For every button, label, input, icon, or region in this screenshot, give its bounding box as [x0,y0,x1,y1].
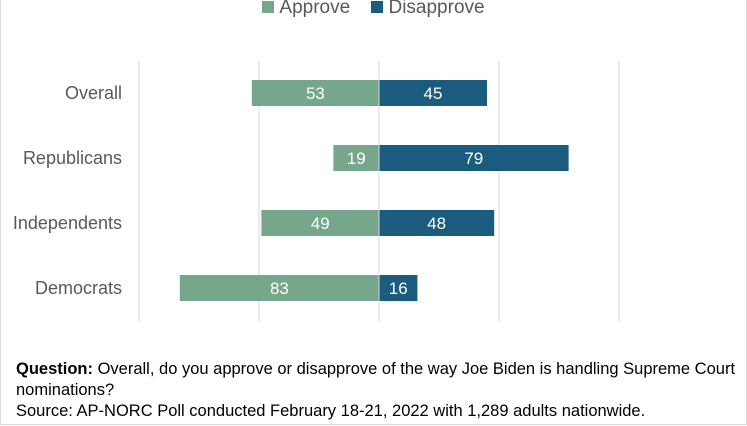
category-label: Independents [13,213,122,233]
approve-data-label: 19 [347,149,366,168]
disapprove-data-label: 45 [424,84,443,103]
question-text: Question: Overall, do you approve or dis… [16,359,736,401]
disapprove-bar [379,80,487,106]
category-label: Overall [65,83,122,103]
category-label: Democrats [35,278,122,298]
legend-item-disapprove: Disapprove [371,0,485,19]
disapprove-data-label: 16 [389,279,408,298]
disapprove-bar [379,145,569,171]
approve-bar [261,210,379,236]
approve-bar [333,145,379,171]
disapprove-bar [379,275,418,301]
legend-item-approve: Approve [262,0,350,19]
diverging-bar-chart: Overall 53 45 Republicans 19 79 Independents 49… [13,61,620,322]
approve-data-label: 83 [270,279,289,298]
legend-swatch-approve [262,1,275,13]
approve-bar [251,80,379,106]
disapprove-data-label: 48 [427,214,446,233]
legend-label-approve: Approve [279,0,351,18]
source-text: Source: AP-NORC Poll conducted February … [16,402,646,420]
legend-label-disapprove: Disapprove [388,0,485,18]
legend: Approve Disapprove [0,0,747,19]
disapprove-data-label: 79 [464,149,483,168]
legend-swatch-disapprove [371,1,384,13]
category-label: Republicans [23,148,122,168]
question-label: Question: [16,360,93,378]
approve-data-label: 53 [306,84,325,103]
chart-footer: Question: Overall, do you approve or dis… [16,359,736,422]
question-body: Overall, do you approve or disapprove of… [16,360,736,399]
approve-data-label: 49 [311,214,330,233]
approve-bar [179,275,379,301]
disapprove-bar [379,210,495,236]
